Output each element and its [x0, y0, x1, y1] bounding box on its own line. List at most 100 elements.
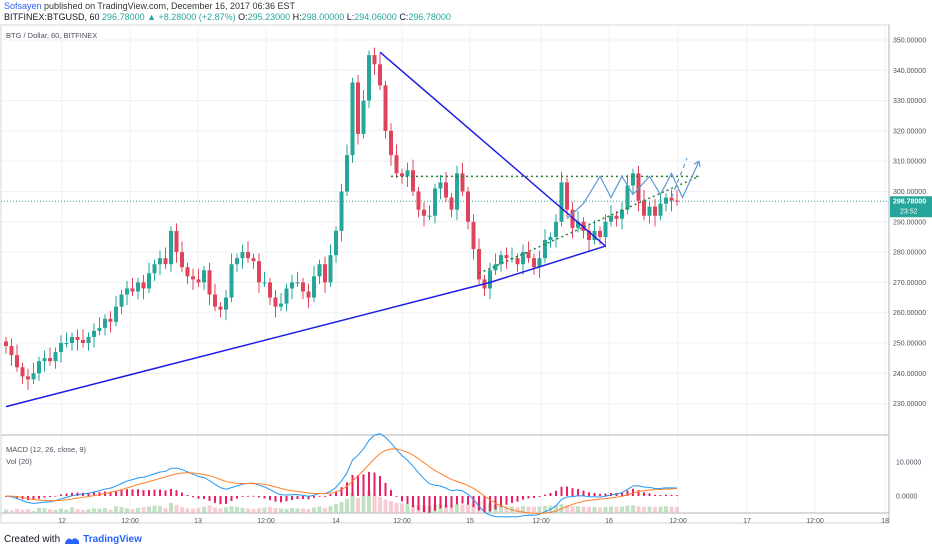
- candle-body: [224, 297, 228, 310]
- candle-body: [455, 173, 459, 210]
- macd-histogram-bar: [148, 489, 150, 496]
- volume-bar: [218, 508, 223, 513]
- volume-bar: [504, 506, 509, 513]
- volume-bar: [532, 506, 536, 513]
- candle-body: [196, 279, 201, 283]
- volume-bar: [97, 508, 102, 513]
- macd-histogram-bar: [522, 496, 524, 500]
- macd-histogram-bar: [60, 494, 62, 496]
- candle-body: [48, 358, 52, 362]
- candle-body: [158, 258, 162, 265]
- volume-bar: [108, 509, 113, 513]
- candle-body: [614, 215, 619, 219]
- volume-bar: [15, 508, 19, 513]
- macd-histogram-bar: [582, 490, 585, 496]
- volume-bar: [328, 506, 333, 513]
- time-axis: 12 12:00 13 12:00 14 12:00 15 12:00 16 12:00 17 12:…: [58, 518, 889, 525]
- time-tick-label: 12:00: [121, 518, 139, 525]
- volume-bar: [554, 505, 558, 513]
- candle-body: [669, 197, 674, 201]
- candle-body: [521, 252, 525, 265]
- candle-body: [642, 200, 646, 216]
- volume-bar: [262, 507, 267, 513]
- created-with-label: Created with: [4, 534, 61, 545]
- candle-body: [141, 282, 146, 289]
- macd-histogram-bar: [439, 496, 442, 509]
- tradingview-brand[interactable]: TradingView: [64, 534, 142, 545]
- macd-histogram-bar: [208, 496, 211, 501]
- macd-histogram-bar: [659, 494, 662, 496]
- volume-bar: [290, 507, 294, 513]
- candle-body: [273, 297, 278, 307]
- volume-bar: [284, 508, 289, 513]
- candle-body: [367, 55, 371, 101]
- macd-histogram-bar: [445, 496, 447, 508]
- candle-body: [466, 191, 470, 222]
- high-value: 298.00000: [301, 12, 345, 22]
- candle-body: [53, 352, 58, 362]
- volume-bar: [389, 501, 393, 513]
- volume-bar: [251, 508, 256, 513]
- last-price-tag: 296.78000 23:52: [890, 196, 932, 218]
- macd-histogram-bar: [126, 489, 128, 496]
- macd-histogram-bar: [65, 493, 68, 496]
- candle-body: [284, 288, 289, 304]
- macd-histogram-bar: [346, 482, 348, 496]
- price-tick-label: 300.00000: [893, 189, 926, 196]
- volume-bar: [301, 508, 305, 513]
- open-label: O:: [238, 12, 248, 22]
- author-name[interactable]: Sofsayen: [4, 1, 42, 11]
- signal-line: [5, 448, 678, 514]
- macd-histogram-bar: [137, 489, 139, 496]
- volume-bar: [350, 492, 355, 513]
- candle-body: [460, 173, 465, 192]
- volume-bar: [268, 506, 272, 513]
- macd-lines: [5, 433, 678, 518]
- candle-body: [323, 264, 327, 283]
- candle-body: [609, 215, 613, 222]
- macd-histogram-bar: [285, 496, 288, 502]
- macd-histogram-bar: [274, 496, 277, 502]
- volume-bar: [136, 507, 140, 513]
- time-tick-label: 13: [194, 518, 202, 525]
- macd-histogram-bar: [258, 496, 260, 498]
- candle-body: [675, 200, 679, 202]
- candle-body: [532, 258, 536, 268]
- volume-bar: [323, 507, 327, 513]
- candle-body: [422, 209, 426, 216]
- macd-histogram-bar: [571, 488, 574, 496]
- macd-histogram-bar: [115, 490, 117, 496]
- macd-histogram-bar: [192, 496, 194, 498]
- volume-bar: [191, 508, 195, 513]
- candle-body: [169, 230, 173, 265]
- candle-body: [191, 276, 195, 280]
- candle-body: [400, 173, 404, 177]
- macd-histogram-bar: [384, 482, 387, 496]
- candle-body: [554, 221, 558, 237]
- candle-body: [147, 273, 151, 289]
- candle-body: [378, 64, 382, 86]
- macd-histogram-bar: [362, 474, 365, 496]
- volume-bar: [598, 507, 602, 513]
- publish-info: Sofsayen published on TradingView.com, D…: [4, 1, 295, 11]
- close-value: 296.78000: [408, 12, 451, 22]
- price-tick-label: 330.00000: [893, 98, 926, 105]
- chart-canvas[interactable]: BTG / Dollar, 60, BITFINEX MACD (12, 26,…: [0, 24, 932, 532]
- time-tick-label: 12:00: [393, 518, 411, 525]
- falling-resistance-trendline: [379, 51, 606, 247]
- candle-body: [317, 264, 322, 277]
- macd-histogram-bar: [417, 496, 420, 511]
- candle-body: [543, 239, 547, 259]
- price-tick-label: 320.00000: [893, 128, 926, 135]
- macd-histogram-bar: [269, 496, 271, 501]
- low-label: L:: [346, 12, 355, 22]
- volume-bar: [411, 504, 415, 513]
- candle-body: [108, 318, 113, 322]
- candle-body: [4, 341, 8, 347]
- volume-bar: [565, 505, 569, 513]
- candle-body: [339, 191, 344, 231]
- candle-body: [213, 294, 217, 307]
- macd-histogram-bar: [406, 496, 409, 504]
- candle-body: [504, 255, 509, 259]
- macd-histogram-bar: [621, 492, 623, 496]
